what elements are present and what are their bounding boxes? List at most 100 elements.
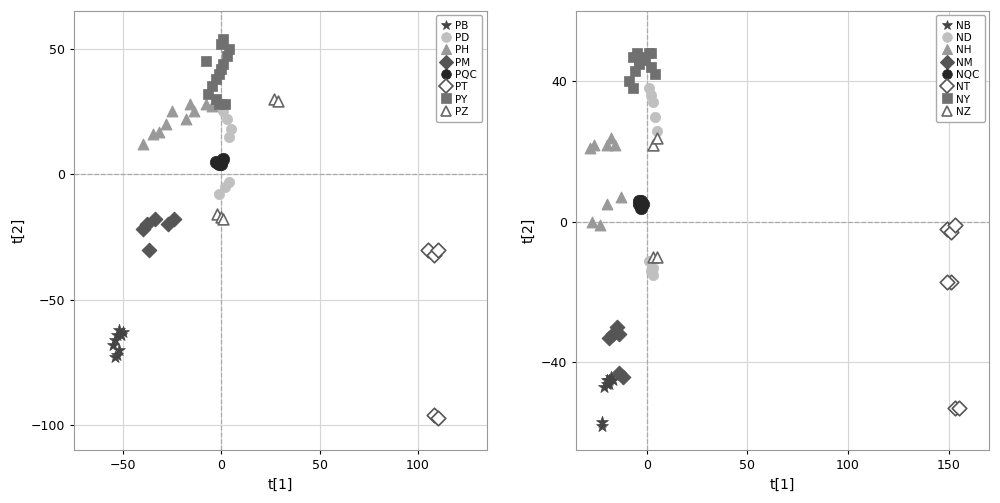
Point [139, 220, 155, 228]
Point [198, 57, 214, 65]
Point [217, 100, 233, 108]
Legend: NB, ND, NH, NM, NQC, NT, NY, NZ: NB, ND, NH, NM, NQC, NT, NY, NZ [936, 15, 985, 122]
Y-axis label: t[2]: t[2] [11, 218, 25, 243]
Point [643, 63, 659, 71]
Point [947, 221, 963, 229]
Point [213, 40, 229, 48]
Point [135, 140, 151, 148]
Point [586, 141, 602, 149]
Point [603, 373, 619, 381]
Point [105, 341, 121, 349]
Point [109, 351, 125, 359]
Point [266, 95, 282, 103]
Point [582, 144, 598, 152]
Point [141, 245, 157, 254]
Point [645, 264, 661, 272]
Point [594, 422, 610, 430]
Point [200, 90, 216, 98]
Point [182, 100, 198, 108]
Point [599, 380, 615, 388]
Point [603, 134, 619, 142]
Point [186, 108, 202, 116]
Point [426, 250, 442, 259]
Point [631, 56, 647, 64]
Point [211, 70, 227, 78]
Point [601, 376, 617, 384]
Point [939, 278, 955, 286]
Point [221, 133, 237, 141]
Point [111, 346, 127, 354]
Point [594, 418, 610, 426]
Point [135, 225, 151, 233]
Point [596, 383, 612, 391]
Point [213, 157, 229, 165]
Point [601, 380, 617, 388]
Point [641, 85, 657, 93]
Point [939, 225, 955, 233]
Point [584, 218, 600, 226]
Point [147, 215, 163, 223]
Point [107, 336, 123, 344]
Point [164, 108, 180, 116]
Point [111, 326, 127, 334]
Point [649, 127, 665, 135]
Point [645, 99, 661, 107]
Point [613, 193, 629, 201]
Point [609, 323, 625, 331]
Point [107, 354, 123, 362]
Point [160, 220, 176, 228]
Point [215, 155, 231, 163]
Point [223, 125, 239, 133]
Point [592, 221, 608, 229]
Point [599, 141, 615, 149]
Point [204, 103, 220, 111]
Point [611, 369, 627, 377]
Point [635, 56, 651, 64]
Legend: PB, PD, PH, PM, PQC, PT, PY, PZ: PB, PD, PH, PM, PQC, PT, PY, PZ [436, 15, 482, 122]
Point [607, 141, 623, 149]
Point [204, 82, 220, 91]
Point [215, 35, 231, 43]
Point [627, 67, 643, 75]
Point [430, 245, 446, 254]
Point [211, 190, 227, 198]
Point [599, 376, 615, 384]
Point [631, 200, 647, 208]
Point [198, 100, 214, 108]
Point [213, 213, 229, 221]
Point [211, 100, 227, 108]
Point [625, 53, 641, 61]
Point [615, 373, 631, 381]
Point [621, 77, 637, 86]
Point [213, 65, 229, 73]
Point [426, 411, 442, 419]
X-axis label: t[1]: t[1] [770, 478, 795, 492]
Point [943, 228, 959, 236]
Point [631, 197, 647, 205]
Point [221, 178, 237, 186]
Point [633, 197, 649, 205]
Point [270, 98, 286, 106]
Point [420, 245, 436, 254]
Point [647, 70, 663, 78]
Point [633, 204, 649, 212]
Point [217, 100, 233, 108]
Point [641, 257, 657, 265]
Point [643, 267, 659, 275]
Point [215, 60, 231, 68]
Point [109, 331, 125, 339]
Point [178, 115, 194, 123]
Point [219, 52, 235, 60]
Point [217, 183, 233, 191]
Point [611, 330, 627, 339]
Y-axis label: t[2]: t[2] [521, 218, 535, 243]
Point [430, 413, 446, 422]
Point [943, 278, 959, 286]
Point [637, 53, 653, 61]
Point [113, 331, 129, 339]
Point [208, 95, 224, 103]
Point [605, 376, 621, 384]
Point [208, 157, 224, 165]
Point [645, 253, 661, 261]
Point [947, 404, 963, 412]
